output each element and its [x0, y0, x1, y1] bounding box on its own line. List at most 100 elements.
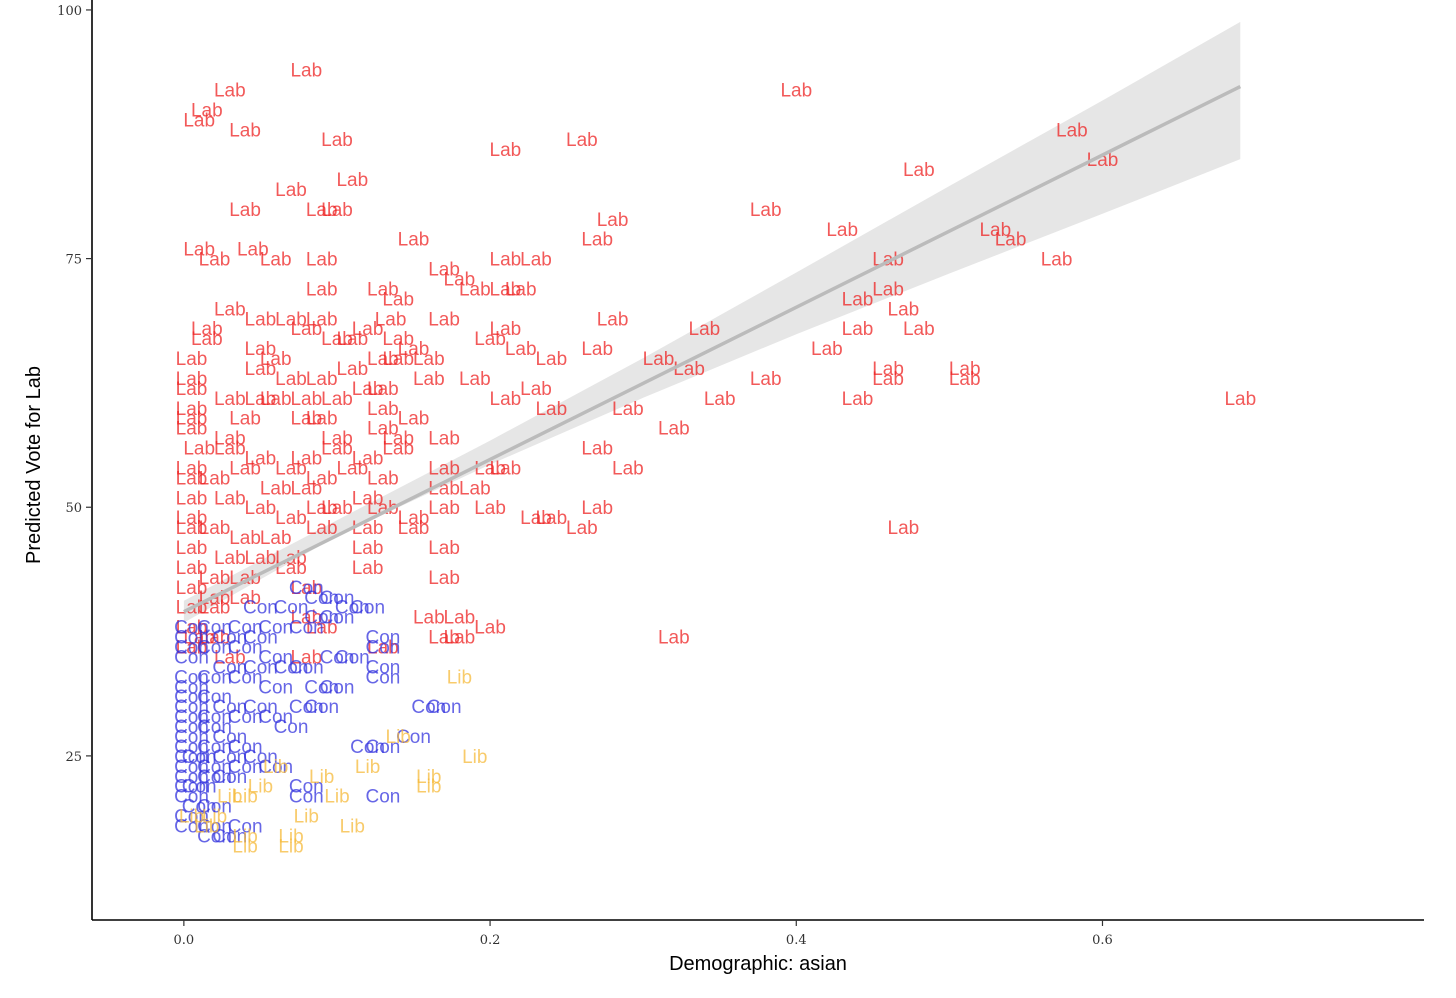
point-label-con: Con	[174, 737, 209, 758]
point-label-lib: Lib	[232, 787, 257, 808]
point-label-con: Con	[258, 618, 293, 639]
point-label-lab: Lab	[229, 588, 261, 609]
point-label-lab: Lab	[398, 230, 430, 251]
point-label-lab: Lab	[382, 349, 414, 370]
point-label-lab: Lab	[183, 628, 215, 649]
point-label-lab: Lab	[199, 568, 231, 589]
point-label-lab: Lab	[176, 558, 208, 579]
point-label-con: Con	[174, 747, 209, 768]
point-label-lab: Lab	[306, 250, 338, 271]
point-label-con: Con	[212, 657, 247, 678]
point-label-con: Con	[197, 687, 232, 708]
point-label-lab: Lab	[229, 409, 261, 430]
point-label-lib: Lib	[278, 827, 303, 848]
point-label-con: Con	[289, 578, 324, 599]
point-label-lib: Lib	[386, 727, 411, 748]
point-label-con: Con	[258, 677, 293, 698]
point-label-lab: Lab	[214, 439, 246, 460]
point-label-con: Con	[243, 628, 278, 649]
point-label-lab: Lab	[229, 528, 261, 549]
point-label-lab: Lab	[474, 498, 506, 519]
point-label-lab: Lab	[367, 349, 399, 370]
point-label-con: Con	[228, 707, 263, 728]
point-label-lab: Lab	[490, 279, 522, 300]
point-label-lib: Lib	[416, 777, 441, 798]
point-label-lib: Lib	[232, 836, 257, 857]
point-label-con: Con	[212, 767, 247, 788]
point-label-con: Con	[174, 687, 209, 708]
point-label-lab: Lab	[214, 488, 246, 509]
point-label-lab: Lab	[428, 478, 460, 499]
point-label-lab: Lab	[535, 349, 567, 370]
y-tick-label: 75	[65, 253, 82, 268]
point-label-lab: Lab	[367, 279, 399, 300]
point-label-con: Con	[174, 717, 209, 738]
point-label-con: Con	[212, 697, 247, 718]
point-label-lab: Lab	[382, 429, 414, 450]
point-label-con: Con	[274, 598, 309, 619]
point-label-con: Con	[228, 667, 263, 688]
point-label-lab: Lab	[428, 498, 460, 519]
point-label-lab: Lab	[367, 638, 399, 659]
point-label-con: Con	[197, 827, 232, 848]
point-label-con: Con	[365, 657, 400, 678]
point-label-lab: Lab	[199, 518, 231, 539]
point-label-lab: Lab	[535, 399, 567, 420]
point-label-lab: Lab	[199, 250, 231, 271]
point-label-lab: Lab	[780, 81, 812, 102]
point-label-con: Con	[365, 737, 400, 758]
regression-line	[183, 84, 1242, 614]
point-label-lab: Lab	[842, 319, 874, 340]
point-label-lab: Lab	[643, 349, 675, 370]
point-label-con: Con	[320, 608, 355, 629]
point-label-lab: Lab	[398, 339, 430, 360]
y-tick-label: 100	[57, 4, 82, 19]
point-label-lib: Lib	[232, 827, 257, 848]
point-label-lab: Lab	[520, 508, 552, 529]
point-label-con: Con	[304, 608, 339, 629]
point-label-lab: Lab	[245, 498, 277, 519]
point-label-lab: Lab	[367, 399, 399, 420]
point-label-lab: Lab	[428, 538, 460, 559]
point-label-lab: Lab	[459, 369, 491, 390]
point-label-lab: Lab	[290, 608, 322, 629]
point-label-con: Con	[197, 817, 232, 838]
point-label-lab: Lab	[612, 459, 644, 480]
point-label-lab: Lab	[260, 478, 292, 499]
point-label-lab: Lab	[191, 100, 223, 121]
axes: 0.0 0.2 0.4 0.6 25 50 75 100	[57, 0, 1424, 948]
point-label-lab: Lab	[979, 220, 1011, 241]
point-label-lab: Lab	[1087, 150, 1119, 171]
point-label-lab: Lab	[306, 369, 338, 390]
point-label-lib: Lib	[355, 757, 380, 778]
point-label-lab: Lab	[191, 329, 223, 350]
point-label-lab: Lab	[229, 459, 261, 480]
point-label-lab: Lab	[199, 628, 231, 649]
point-label-con: Con	[258, 707, 293, 728]
point-label-lab: Lab	[382, 439, 414, 460]
point-label-lab: Lab	[229, 120, 261, 141]
point-label-lab: Lab	[459, 478, 491, 499]
point-label-lab: Lab	[306, 279, 338, 300]
point-label-lab: Lab	[382, 329, 414, 350]
point-label-con: Con	[228, 817, 263, 838]
point-label-lab: Lab	[888, 518, 920, 539]
point-label-lab: Lab	[581, 439, 613, 460]
point-label-lab: Lab	[176, 459, 208, 480]
point-label-lab: Lab	[191, 319, 223, 340]
point-label-lab: Lab	[306, 409, 338, 430]
point-label-con: Con	[174, 777, 209, 798]
point-label-lab: Lab	[321, 498, 353, 519]
point-label-lab: Lab	[336, 459, 368, 480]
point-label-lab: Lab	[214, 548, 246, 569]
point-label-lib: Lib	[278, 836, 303, 857]
point-label-lab: Lab	[474, 329, 506, 350]
point-label-con: Con	[304, 697, 339, 718]
x-tick-label: 0.2	[480, 933, 501, 948]
point-label-lib: Lib	[416, 767, 441, 788]
point-label-con: Con	[197, 638, 232, 659]
point-label-lab: Lab	[183, 110, 215, 131]
point-label-con: Con	[174, 817, 209, 838]
point-label-con: Con	[228, 737, 263, 758]
x-tick-label: 0.6	[1092, 933, 1113, 948]
